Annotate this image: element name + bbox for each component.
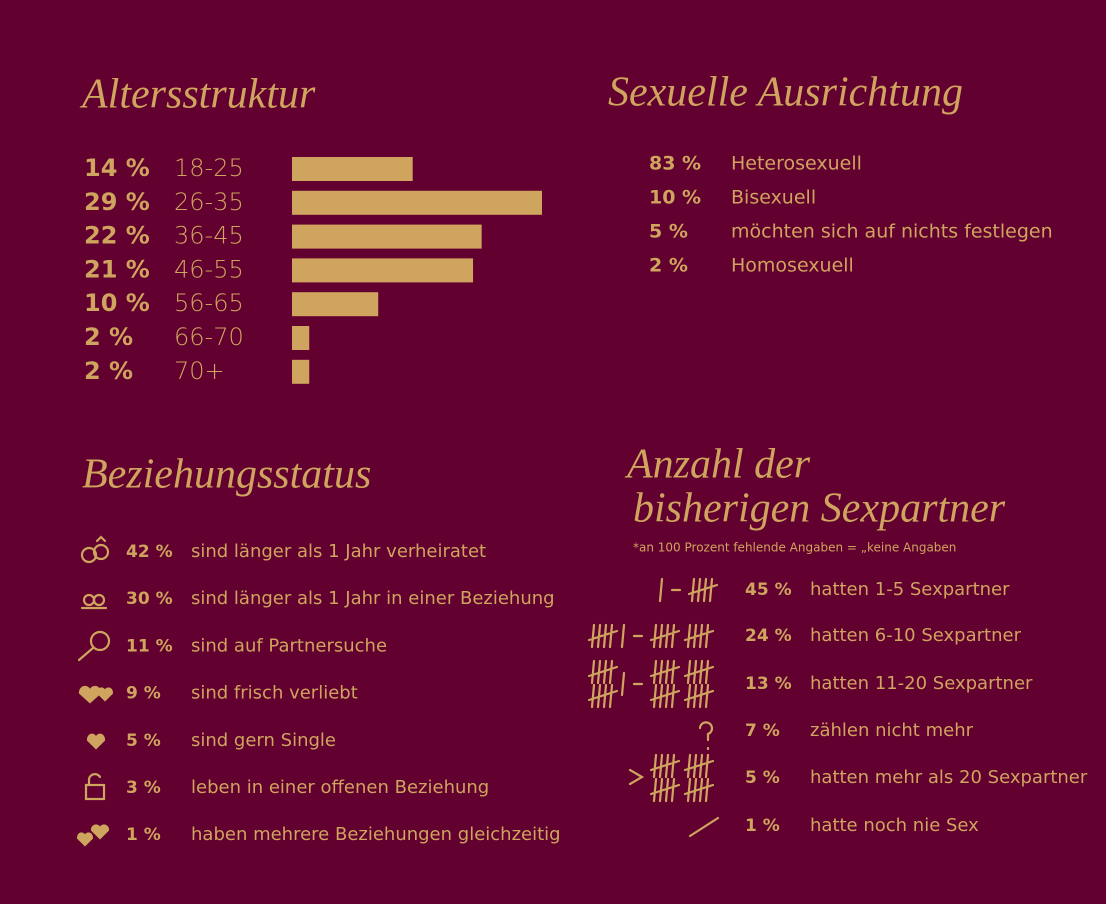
- label: Bisexuell: [731, 187, 816, 209]
- category-label: 70+: [174, 357, 225, 385]
- tally: [683, 683, 715, 709]
- label: sind auf Partnersuche: [191, 635, 387, 656]
- tally: [649, 659, 681, 685]
- label: Heterosexuell: [731, 153, 862, 175]
- section-title: Sexuelle Ausrichtung: [608, 70, 963, 116]
- category-label: 26-35: [174, 188, 244, 216]
- category-label: 66-70: [174, 323, 244, 351]
- question-mark: [698, 721, 714, 751]
- section-title: Beziehungsstatus: [82, 452, 371, 498]
- bar: [292, 292, 379, 317]
- value-label: 22 %: [84, 222, 150, 250]
- value-label: 14 %: [84, 154, 150, 182]
- tally: [683, 753, 715, 779]
- label: möchten sich auf nichts festlegen: [731, 221, 1053, 243]
- label: hatte noch nie Sex: [810, 815, 979, 836]
- tally: [620, 623, 626, 649]
- tally: [687, 577, 719, 603]
- greater-than: [628, 768, 645, 786]
- tally: [683, 777, 715, 803]
- category-label: 18-25: [174, 154, 244, 182]
- tally: [649, 683, 681, 709]
- bar: [292, 190, 542, 215]
- tally: [649, 623, 681, 649]
- percent: 2 %: [649, 255, 688, 277]
- label: haben mehrere Beziehungen gleichzeitig: [191, 824, 561, 845]
- percent: 13 %: [745, 674, 792, 694]
- tally: [658, 577, 664, 603]
- bar: [292, 359, 310, 384]
- bar: [292, 157, 413, 181]
- label: sind länger als 1 Jahr in einer Beziehun…: [191, 588, 555, 609]
- percent: 9 %: [126, 684, 161, 704]
- label: zählen nicht mehr: [810, 720, 974, 741]
- tally: [587, 683, 619, 709]
- percent: 83 %: [649, 153, 701, 175]
- footnote: *an 100 Prozent fehlende Angaben = „kein…: [633, 541, 956, 555]
- label: sind länger als 1 Jahr verheiratet: [191, 541, 486, 562]
- tally: [649, 753, 681, 779]
- tally: [649, 777, 681, 803]
- section-title: bisherigen Sexpartner: [633, 486, 1006, 532]
- label: hatten mehr als 20 Sexpartner: [810, 767, 1088, 788]
- tally: [620, 671, 626, 697]
- percent: 30 %: [126, 589, 173, 609]
- bar: [292, 258, 474, 283]
- label: hatten 1-5 Sexpartner: [810, 579, 1010, 600]
- label: Homosexuell: [731, 255, 854, 277]
- tally: [683, 623, 715, 649]
- value-label: 10 %: [84, 289, 150, 317]
- percent: 7 %: [745, 721, 780, 741]
- category-label: 36-45: [174, 222, 244, 250]
- percent: 5 %: [649, 221, 688, 243]
- percent: 10 %: [649, 187, 701, 209]
- percent: 3 %: [126, 778, 161, 798]
- label: sind gern Single: [191, 730, 336, 751]
- label: hatten 11-20 Sexpartner: [810, 673, 1033, 694]
- value-label: 21 %: [84, 255, 150, 283]
- value-label: 2 %: [84, 323, 133, 351]
- category-label: 46-55: [174, 255, 244, 283]
- tally-icons: [587, 577, 720, 838]
- section-title: Anzahl der: [624, 442, 811, 488]
- tally: [587, 623, 619, 649]
- percent: 5 %: [126, 731, 161, 751]
- bar: [292, 326, 310, 350]
- label: sind frisch verliebt: [191, 683, 358, 704]
- bar: [292, 224, 482, 249]
- tally: [683, 659, 715, 685]
- label: leben in einer offenen Beziehung: [191, 777, 489, 798]
- tally: [587, 659, 619, 685]
- icons: [76, 535, 114, 847]
- category-label: 56-65: [174, 289, 244, 317]
- percent: 24 %: [745, 626, 792, 646]
- percent: 1 %: [745, 816, 780, 836]
- percent: 5 %: [745, 768, 780, 788]
- tally: [688, 816, 720, 838]
- label: hatten 6-10 Sexpartner: [810, 625, 1022, 646]
- value-label: 29 %: [84, 188, 150, 216]
- percent: 11 %: [126, 636, 173, 656]
- percent: 1 %: [126, 825, 161, 845]
- section-title: Altersstruktur: [79, 72, 316, 118]
- percent: 45 %: [745, 580, 792, 600]
- value-label: 2 %: [84, 357, 133, 385]
- percent: 42 %: [126, 542, 173, 562]
